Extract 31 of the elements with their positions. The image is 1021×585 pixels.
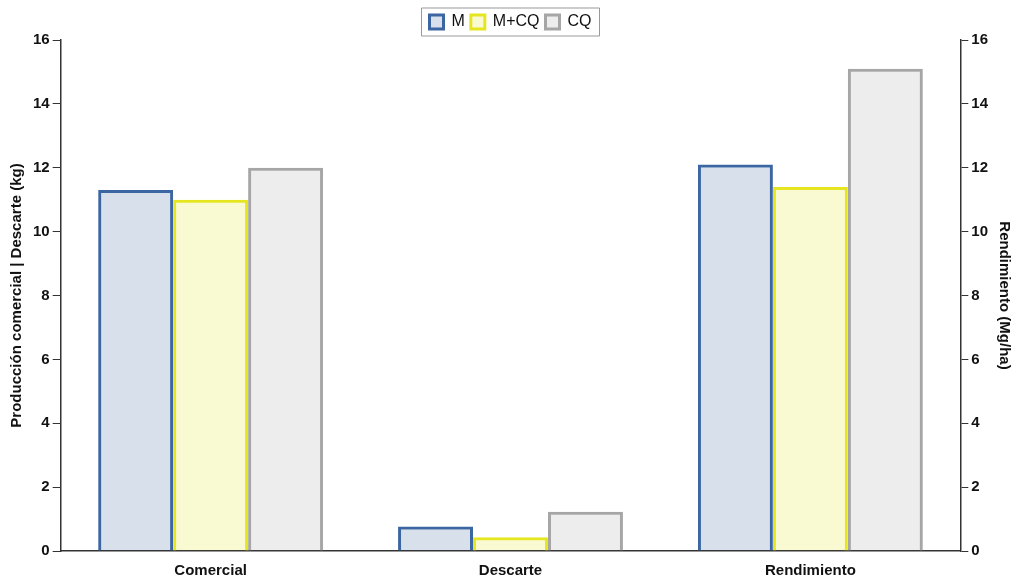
bar xyxy=(547,511,623,551)
y-tick-label: 6 xyxy=(41,349,50,367)
legend-label: M xyxy=(451,12,465,30)
y-tick-label: 2 xyxy=(41,477,50,495)
x-tick-label: Descarte xyxy=(478,561,543,579)
y2-tick-label: 2 xyxy=(971,477,980,495)
bar xyxy=(248,167,324,551)
y-tick-label: 0 xyxy=(41,541,50,559)
x-tick-label: Rendimiento xyxy=(764,561,856,579)
legend-label: CQ xyxy=(567,12,592,30)
y-tick-label: 8 xyxy=(41,285,50,303)
y2-axis-title: Rendimiento (Mg/ha) xyxy=(996,221,1014,370)
y-tick-label: 12 xyxy=(33,157,50,175)
bar xyxy=(473,537,548,551)
y2-tick-label: 8 xyxy=(971,285,980,303)
legend-label: M+CQ xyxy=(492,12,540,30)
x-tick-label: Comercial xyxy=(174,561,247,579)
y-axis-title: Producción comercial | Descarte (kg) xyxy=(7,163,25,428)
y2-tick-label: 6 xyxy=(971,349,980,367)
y2-tick-label: 14 xyxy=(971,94,989,112)
bar xyxy=(398,526,474,551)
y2-tick-label: 10 xyxy=(971,221,988,239)
y-tick-label: 14 xyxy=(33,94,51,112)
y-tick-label: 16 xyxy=(33,30,50,48)
y2-tick-label: 4 xyxy=(971,413,981,431)
bar xyxy=(697,164,773,551)
y2-tick-label: 12 xyxy=(971,157,988,175)
y-tick-label: 4 xyxy=(41,413,51,431)
y-tick-label: 10 xyxy=(33,221,50,239)
y2-tick-label: 16 xyxy=(971,30,988,48)
y2-tick-label: 0 xyxy=(971,541,980,559)
